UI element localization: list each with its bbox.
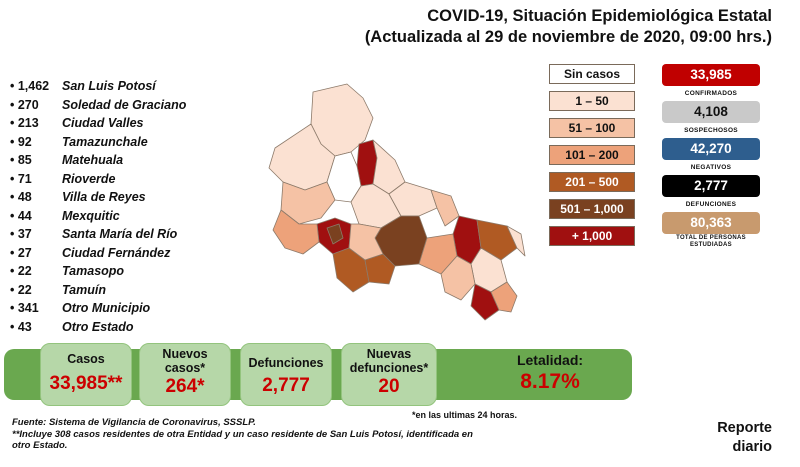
stats-panel: 33,985 CONFIRMADOS 4,108 SOSPECHOSOS 42,… <box>662 64 760 250</box>
state-map <box>268 83 526 321</box>
muni-name: Matehuala <box>62 153 124 167</box>
report-label-text: Reporte diario <box>717 420 772 455</box>
muni-count: • 341 <box>10 301 39 315</box>
map-region-tamazunchale <box>470 283 500 321</box>
page-title: COVID-19, Situación Epidemiológica Estat… <box>365 6 772 48</box>
casos-value: 33,985** <box>49 373 123 394</box>
muni-name: Ciudad Valles <box>62 116 144 130</box>
legend-item: + 1,000 <box>549 226 635 246</box>
list-item: • 44 Mexquitic <box>10 209 210 228</box>
negativos-label: NEGATIVOS <box>690 164 732 171</box>
defunciones-value: 2,777 <box>662 175 760 197</box>
muni-name: Ciudad Fernández <box>62 245 171 260</box>
title-line-1: COVID-19, Situación Epidemiológica Estat… <box>427 7 772 25</box>
list-item: • 1,462 San Luis Potosí <box>10 79 210 98</box>
muni-name: San Luis Potosí <box>62 79 156 93</box>
muni-name: Otro Municipio <box>62 301 151 315</box>
footnote-24h: *en las ultimas 24 horas. <box>412 410 518 420</box>
nuevos-casos-value: 264* <box>165 376 205 397</box>
muni-count: • 22 <box>10 282 32 297</box>
legend-item: 1 – 50 <box>549 91 635 111</box>
casos-cell: Casos 33,985** <box>40 343 132 406</box>
muni-count: • 37 <box>10 227 32 241</box>
muni-name: Otro Estado <box>62 319 134 334</box>
muni-name: Mexquitic <box>62 208 120 223</box>
list-item: • 341 Otro Municipio <box>10 301 210 320</box>
list-item: • 71 Rioverde <box>10 172 210 191</box>
casos-label: Casos <box>67 352 105 366</box>
letalidad-label: Letalidad: <box>516 352 584 368</box>
title-line-2: (Actualizada al 29 de noviembre de 2020,… <box>364 28 772 46</box>
legend-item: 501 – 1,000 <box>549 199 635 219</box>
muni-count: • 85 <box>10 153 32 167</box>
sospechosos-value: 4,108 <box>662 101 760 123</box>
list-item: • 48 Villa de Reyes <box>10 190 210 209</box>
muni-count: • 43 <box>10 319 32 334</box>
muni-count: • 92 <box>10 134 32 149</box>
muni-count: • 44 <box>10 208 32 223</box>
list-item: • 92 Tamazunchale <box>10 135 210 154</box>
list-item: • 43 Otro Estado <box>10 320 210 339</box>
muni-name: Santa María del Río <box>62 227 178 241</box>
map-region-southeast <box>490 281 518 313</box>
muni-name: Villa de Reyes <box>62 190 146 204</box>
defunciones-summary-label: Defunciones <box>248 356 324 370</box>
defunciones-cell: Defunciones 2,777 <box>240 343 332 406</box>
defunciones-summary-value: 2,777 <box>262 375 310 396</box>
map-region-southwest <box>272 209 320 255</box>
list-item: • 37 Santa María del Río <box>10 227 210 246</box>
map-region-huasteca-north <box>430 189 460 227</box>
muni-name: Tamasopo <box>62 264 125 278</box>
muni-name: Tamuín <box>62 282 106 297</box>
list-item: • 22 Tamasopo <box>10 264 210 283</box>
report-label: Reporte diario <box>702 419 772 457</box>
nuevos-casos-label: Nuevos casos* <box>162 347 208 375</box>
muni-name: Soledad de Graciano <box>62 97 187 112</box>
muni-count: • 48 <box>10 190 32 204</box>
list-item: • 270 Soledad de Graciano <box>10 98 210 117</box>
list-item: • 85 Matehuala <box>10 153 210 172</box>
legend-item: 51 – 100 <box>549 118 635 138</box>
legend-item: Sin casos <box>549 64 635 84</box>
letalidad-value: 8.17% <box>520 370 580 393</box>
estudiadas-value: 80,363 <box>662 212 760 234</box>
list-item: • 213 Ciudad Valles <box>10 116 210 135</box>
map-region-center-south <box>348 223 384 261</box>
cases-note: **Incluye 308 casos residentes de otra E… <box>12 429 473 451</box>
nuevas-defunciones-cell: Nuevas defunciones* 20 <box>341 343 437 406</box>
nuevas-defunciones-label: Nuevas defunciones* <box>349 347 429 375</box>
confirmados-label: CONFIRMADOS <box>684 90 738 97</box>
muni-count: • 22 <box>10 264 32 278</box>
muni-count: • 270 <box>10 97 39 112</box>
legend-item: 101 – 200 <box>549 145 635 165</box>
muni-count: • 1,462 <box>10 79 50 93</box>
legend-item: 201 – 500 <box>549 172 635 192</box>
map-region-soledad <box>326 223 344 245</box>
muni-count: • 71 <box>10 171 32 186</box>
nuevas-defunciones-value: 20 <box>378 376 400 397</box>
muni-count: • 27 <box>10 245 32 260</box>
municipality-list: • 1,462 San Luis Potosí • 270 Soledad de G… <box>10 79 210 338</box>
map-region-tamuin <box>476 219 518 261</box>
list-item: • 27 Ciudad Fernández <box>10 246 210 265</box>
muni-name: Rioverde <box>62 171 116 186</box>
muni-count: • 213 <box>10 116 39 130</box>
sospechosos-label: SOSPECHOSOS <box>684 127 738 134</box>
estudiadas-label: TOTAL DE PERSONAS ESTUDIADAS <box>676 235 746 248</box>
list-item: • 22 Tamuín <box>10 283 210 302</box>
map-legend: Sin casos 1 – 50 51 – 100 101 – 200 201 … <box>549 64 635 253</box>
defunciones-label: DEFUNCIONES <box>685 201 737 208</box>
confirmados-value: 33,985 <box>662 64 760 86</box>
negativos-value: 42,270 <box>662 138 760 160</box>
muni-name: Tamazunchale <box>62 134 148 149</box>
map-region-far-east <box>506 225 526 257</box>
nuevos-casos-cell: Nuevos casos* 264* <box>139 343 231 406</box>
source-note: Fuente: Sistema de Vigilancia de Coronav… <box>12 417 256 428</box>
